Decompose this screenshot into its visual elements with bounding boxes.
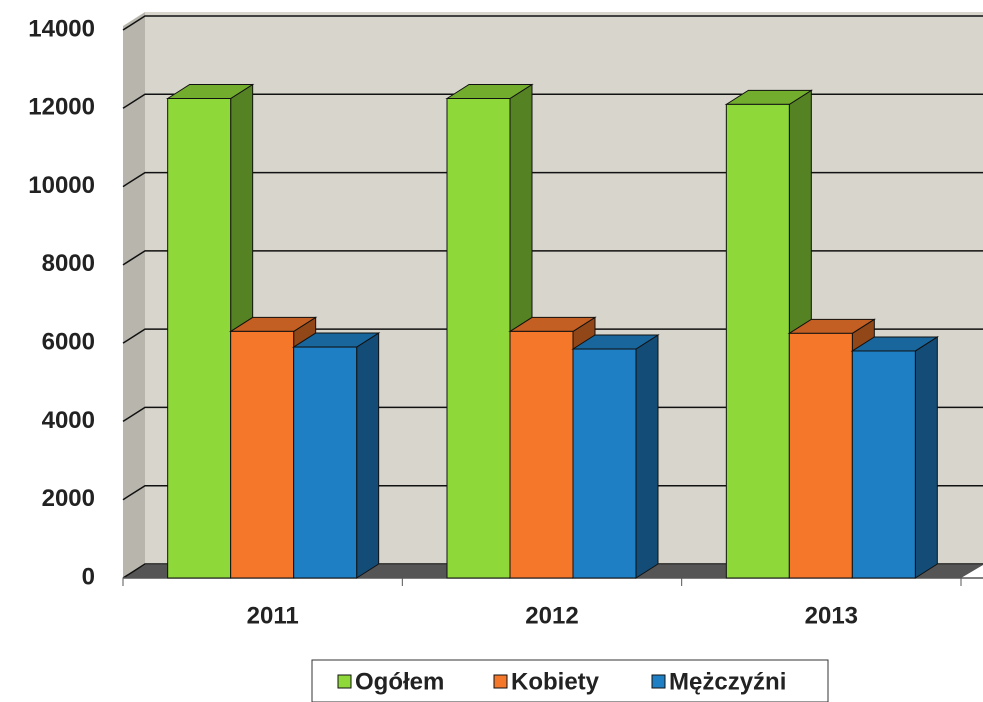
legend-label: Mężczyźni [669, 668, 786, 695]
y-tick-label: 2000 [42, 485, 95, 512]
grid-line [122, 250, 983, 266]
bar [725, 103, 790, 579]
x-tick-label: 2012 [525, 602, 578, 629]
legend-swatch [337, 674, 352, 689]
y-tick-label: 10000 [28, 172, 95, 199]
y-tick-label: 14000 [28, 15, 95, 42]
bar [788, 332, 853, 579]
y-tick-label: 0 [82, 563, 95, 590]
legend-swatch [493, 674, 508, 689]
y-tick-label: 8000 [42, 250, 95, 277]
x-tick-label: 2011 [247, 602, 299, 629]
bar-side [635, 334, 659, 579]
bar-side [356, 332, 380, 579]
legend-label: Ogółem [355, 668, 444, 695]
grid-line [122, 328, 983, 344]
grid-line [122, 484, 983, 501]
y-tick-label: 6000 [42, 328, 95, 355]
legend-box [311, 659, 829, 702]
grid-line [122, 171, 983, 188]
bar [293, 346, 358, 579]
bar [230, 330, 295, 579]
y-tick-label: 12000 [28, 94, 95, 121]
bar [509, 330, 574, 579]
x-tick-label: 2013 [805, 602, 858, 629]
grid-line [122, 15, 983, 31]
y-tick-label: 4000 [42, 407, 95, 434]
legend-swatch [651, 674, 666, 689]
grid-line [122, 563, 983, 579]
bar [851, 350, 916, 579]
bar [167, 98, 232, 579]
grid-line [122, 93, 983, 109]
bar [446, 98, 511, 579]
bar-side [914, 336, 938, 579]
bar [572, 348, 637, 579]
legend-label: Kobiety [511, 668, 600, 695]
grid-line [122, 406, 983, 423]
side-wall [123, 12, 145, 578]
